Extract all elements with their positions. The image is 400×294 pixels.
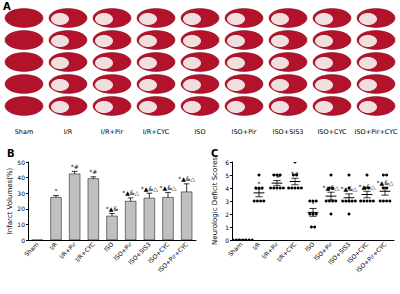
svg-text:ISO+CYC: ISO+CYC [146,240,171,265]
svg-text:*▲&: *▲& [106,205,119,212]
svg-text:4: 4 [225,185,229,192]
svg-text:I/R+Pir: I/R+Pir [101,128,124,136]
svg-text:*: * [258,180,261,187]
svg-text:*▲&△: *▲&△ [122,189,139,196]
svg-text:10: 10 [17,221,25,228]
svg-text:40: 40 [17,174,25,181]
svg-text:ISO+CYC: ISO+CYC [317,128,347,136]
svg-text:I/R: I/R [64,128,73,136]
svg-text:50: 50 [17,159,25,166]
svg-text:ISO+Pir+CYC: ISO+Pir+CYC [355,128,398,136]
svg-text:ISO+SIS3: ISO+SIS3 [273,128,304,136]
svg-text:ISO+Pir: ISO+Pir [232,128,257,136]
svg-text:20: 20 [17,205,25,212]
svg-text:I/R: I/R [251,241,262,252]
svg-text:I/R+Pir: I/R+Pir [260,240,280,260]
svg-text:ISO+Pir+CYC: ISO+Pir+CYC [355,241,388,274]
svg-text:ISO+SIS3: ISO+SIS3 [126,240,152,266]
svg-text:2: 2 [225,211,229,218]
svg-text:5: 5 [225,172,229,179]
svg-text:ISO: ISO [303,240,315,252]
svg-text:I/R+CYC: I/R+CYC [275,241,297,263]
svg-text:*#: *# [89,168,97,175]
svg-text:ISO+SIS3: ISO+SIS3 [326,240,352,266]
svg-text:*▲&△: *▲&△ [323,184,340,191]
svg-text:30: 30 [17,190,25,197]
svg-text:0: 0 [225,237,229,244]
svg-text:Sham: Sham [23,240,40,257]
svg-text:C: C [211,148,218,159]
svg-text:*#: *# [273,172,281,179]
svg-text:*#: *# [71,163,79,170]
svg-text:1: 1 [225,224,229,231]
svg-text:I/R+CYC: I/R+CYC [74,241,96,263]
svg-text:Sham: Sham [15,128,34,136]
svg-text:0: 0 [21,237,25,244]
svg-text:ISO: ISO [102,240,114,252]
svg-text:Sham: Sham [226,240,243,257]
svg-text:*▲&△: *▲&△ [160,184,177,191]
svg-text:3: 3 [225,198,229,205]
svg-text:*▲&△: *▲&△ [178,175,195,182]
svg-text:*▲&△: *▲&△ [141,185,158,192]
svg-text:*▲&△: *▲&△ [341,185,358,192]
svg-text:I/R+CYC: I/R+CYC [143,128,170,136]
svg-text:I/R+Pir: I/R+Pir [57,240,78,260]
svg-text:6: 6 [225,159,229,166]
svg-text:*: * [55,187,58,194]
svg-text:*▲&△: *▲&△ [377,179,394,186]
svg-text:Neurologic Deficit Scores: Neurologic Deficit Scores [211,157,219,245]
svg-text:*▲&△: *▲&△ [359,183,376,190]
svg-text:A: A [3,1,11,12]
svg-text:ISO+Pir: ISO+Pir [112,240,134,262]
svg-text:ISO+Pir: ISO+Pir [312,240,334,262]
svg-text:Infarct Volumes(%): Infarct Volumes(%) [6,167,14,234]
svg-text:*#: *# [291,170,299,177]
svg-text:I/R: I/R [48,241,59,252]
svg-text:*: * [312,200,315,207]
svg-text:ISO+CYC: ISO+CYC [345,240,370,265]
svg-text:ISO+Pir+CYC: ISO+Pir+CYC [156,241,189,274]
svg-text:B: B [7,148,15,159]
svg-text:ISO: ISO [194,128,205,136]
